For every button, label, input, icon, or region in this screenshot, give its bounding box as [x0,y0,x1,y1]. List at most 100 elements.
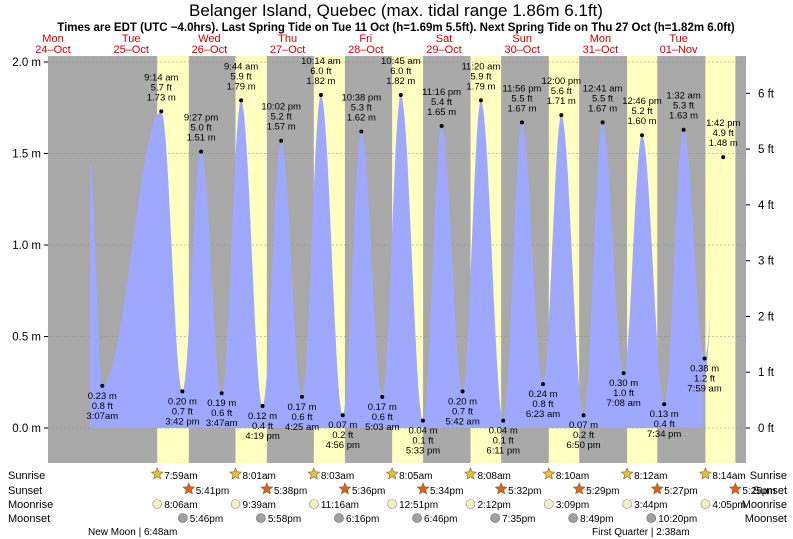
high-tide-label: 9:14 am [144,72,178,83]
high-tide-label: 1.73 m [147,92,176,103]
moonrise-time: 4:05pm [712,500,745,511]
sunrise-icon [620,467,634,480]
low-tide-label: 0.1 ft [493,436,514,447]
low-tide-label: 0.12 m [248,411,277,422]
low-tide-label: 0.17 m [287,402,316,413]
moonset-icon [334,513,344,523]
low-tide-point [662,402,667,407]
high-tide-label: 1.67 m [507,103,536,114]
high-tide-label: 11:16 pm [422,87,461,98]
high-tide-label: 10:45 am [381,56,421,67]
high-tide-label: 5.4 ft [431,97,452,108]
sunrise-time: 8:05am [399,471,432,482]
sunrise-icon [150,467,164,480]
high-tide-label: 1.62 m [347,113,376,124]
moonset-icon [178,513,188,523]
right-tick-label: 1 ft [758,367,775,379]
high-tide-label: 1.63 m [669,111,698,122]
day-name: Mon [42,33,63,45]
low-tide-point [540,382,545,387]
low-tide-label: 4:56 pm [326,440,360,451]
moonset-icon [256,513,266,523]
high-tide-label: 5.2 ft [271,112,292,123]
high-tide-label: 10:38 pm [342,93,382,104]
left-tick-label: 2.0 m [12,57,41,69]
low-tide-label: 7:34 pm [647,429,681,440]
moonrise-icon [230,499,241,509]
high-tide-label: 5.7 ft [151,82,172,93]
day-date: 25–Oct [113,44,148,56]
high-tide-label: 12:41 am [583,83,623,94]
moonrise-icon [544,499,554,509]
high-tide-label: 1.71 m [547,96,576,107]
moonrise-time: 3:09pm [556,500,589,511]
right-tick-label: 5 ft [758,144,775,156]
moonrise-time: 3:44pm [634,500,667,511]
high-tide-point [519,120,524,125]
high-tide-label: 11:20 am [461,61,500,72]
low-tide-label: 4:25 am [285,422,319,433]
day-name: Sun [512,33,532,45]
sunrise-icon [698,467,712,480]
day-date: 28–Oct [348,44,383,56]
low-tide-label: 3:42 pm [165,416,199,427]
low-tide-label: 6:50 pm [566,440,600,451]
high-tide-label: 9:44 am [224,61,258,72]
high-tide-label: 1.51 m [187,133,216,144]
low-tide-label: 0.19 m [207,398,236,409]
low-tide-label: 0.20 m [168,396,197,407]
low-tide-point [260,404,265,409]
moonset-time: 5:46pm [190,514,223,525]
moonrise-icon [465,499,476,509]
right-tick-label: 6 ft [758,88,775,100]
high-tide-label: 5.9 ft [470,71,491,82]
sunrise-icon [542,467,556,480]
moonrise-time: 8:06am [164,500,197,511]
sunset-icon [728,482,742,495]
low-tide-label: 0.2 ft [332,430,353,441]
moonset-time: 6:46pm [424,514,457,525]
high-tide-point [318,92,323,97]
moonset-time: 7:35pm [502,514,535,525]
high-tide-label: 5.3 ft [673,101,694,112]
low-tide-label: 5:03 am [365,422,399,433]
low-tide-point [460,389,465,394]
low-tide-point [100,383,105,388]
row-label-moonset: Moonset [8,513,50,525]
day-date: 30–Oct [504,44,539,56]
moonrise-icon [309,499,319,509]
low-tide-label: 0.23 m [88,391,117,402]
high-tide-label: 1.57 m [267,122,296,133]
low-tide-label: 0.24 m [528,389,557,400]
high-tide-point [279,138,284,143]
sunset-icon [416,482,430,495]
moonrise-icon [152,499,163,509]
high-tide-point [681,127,686,132]
high-tide-point [478,98,483,103]
low-tide-label: 4:19 pm [245,431,279,442]
day-date: 01–Nov [660,44,698,56]
low-tide-point [702,356,707,361]
low-tide-label: 0.8 ft [532,399,553,410]
sunrise-time: 8:08am [477,471,510,482]
sunset-time: 5:36pm [352,486,385,497]
sunset-icon [182,482,196,495]
high-tide-label: 5.2 ft [631,106,652,117]
left-tick-label: 0.0 m [12,423,41,435]
astronomy-rows: Sunrise Sunrise Sunset Sunset Moonrise Moonri… [8,467,787,538]
high-tide-label: 5.9 ft [231,71,252,82]
sunrise-time: 7:59am [164,471,197,482]
low-tide-label: 0.6 ft [291,412,312,423]
moonrise-time: 9:39am [243,500,276,511]
high-tide-label: 5.0 ft [191,123,212,134]
low-tide-label: 0.20 m [448,396,477,407]
low-tide-label: 0.7 ft [172,406,193,417]
row-label-moonrise: Moonrise [8,499,53,511]
right-tick-label: 0 ft [758,423,775,435]
high-tide-point [359,129,364,134]
day-date: 24–Oct [35,44,70,56]
high-tide-label: 11:56 pm [503,83,542,94]
high-tide-point [199,149,204,154]
